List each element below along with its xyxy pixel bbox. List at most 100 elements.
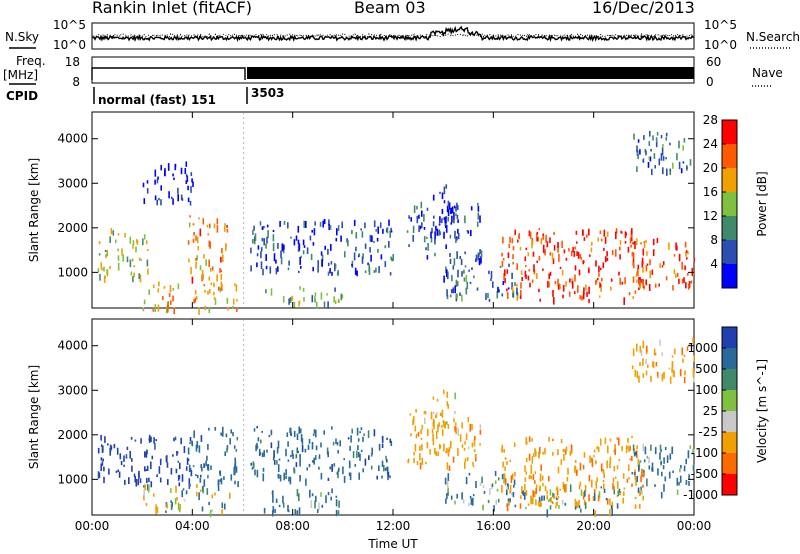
data-cell — [448, 447, 451, 453]
data-cell — [133, 272, 135, 277]
data-cell — [134, 476, 136, 483]
data-cell — [196, 236, 199, 244]
data-cell — [683, 376, 686, 384]
data-cell — [297, 225, 300, 233]
data-cell — [148, 484, 150, 493]
data-cell — [225, 243, 227, 251]
data-cell — [316, 509, 319, 514]
y-tick-label: 3000 — [57, 383, 88, 397]
data-cell — [447, 200, 450, 207]
data-cell — [281, 243, 284, 251]
data-cell — [314, 500, 316, 509]
data-cell — [313, 429, 316, 434]
data-cell — [662, 465, 665, 470]
data-cell — [222, 254, 224, 263]
data-cell — [371, 235, 373, 242]
colorbar-tick-label: -1000 — [683, 488, 718, 502]
data-cell — [232, 431, 234, 437]
data-cell — [236, 436, 239, 441]
data-cell — [512, 262, 514, 265]
data-cell — [646, 345, 648, 353]
data-cell — [125, 454, 128, 457]
data-cell — [453, 219, 455, 224]
data-cell — [560, 439, 563, 444]
data-cell — [473, 449, 476, 452]
nave-label: Nave — [752, 66, 783, 80]
data-cell — [538, 255, 541, 261]
colorbar-tick-label: 100 — [695, 383, 718, 397]
data-cell — [121, 248, 123, 256]
data-cell — [384, 261, 387, 268]
data-cell — [544, 447, 546, 455]
data-cell — [177, 187, 179, 194]
data-cell — [640, 349, 643, 356]
data-cell — [529, 475, 531, 478]
data-cell — [447, 424, 450, 429]
x-tick-label: 12:00 — [376, 519, 411, 533]
data-cell — [173, 437, 175, 442]
data-cell — [457, 428, 459, 436]
data-cell — [290, 432, 293, 437]
data-cell — [113, 443, 116, 449]
data-cell — [642, 474, 644, 478]
data-cell — [187, 458, 190, 461]
data-cell — [504, 478, 507, 486]
data-cell — [548, 499, 550, 502]
data-cell — [578, 505, 581, 509]
data-cell — [155, 439, 157, 442]
data-cell — [455, 279, 458, 287]
data-cell — [461, 444, 464, 448]
colorbar-swatch — [722, 240, 737, 264]
data-cell — [665, 276, 668, 281]
data-cell — [456, 251, 458, 259]
data-cell — [386, 227, 389, 234]
data-cell — [519, 495, 522, 500]
data-cell — [616, 503, 619, 509]
data-cell — [528, 453, 531, 461]
data-cell — [687, 450, 690, 459]
data-cell — [142, 485, 145, 488]
data-cell — [340, 235, 342, 242]
data-cell — [313, 457, 315, 465]
y-tick-label: 3000 — [57, 176, 88, 190]
data-cell — [634, 496, 637, 500]
data-cell — [507, 483, 509, 490]
data-cell — [511, 238, 514, 244]
data-cell — [272, 456, 275, 461]
data-cell — [229, 438, 231, 445]
data-cell — [425, 247, 427, 251]
data-cell — [602, 479, 605, 483]
data-cell — [558, 253, 560, 262]
data-cell — [270, 288, 273, 296]
data-cell — [272, 490, 274, 497]
data-cell — [256, 262, 258, 268]
data-cell — [660, 460, 662, 465]
data-cell — [580, 257, 583, 260]
data-cell — [153, 493, 155, 497]
data-cell — [584, 484, 587, 492]
data-cell — [389, 475, 391, 479]
data-cell — [140, 258, 142, 261]
data-cell — [387, 471, 390, 477]
data-cell — [349, 472, 352, 481]
data-cell — [638, 279, 641, 287]
data-cell — [629, 237, 632, 244]
data-cell — [266, 236, 268, 244]
data-cell — [165, 455, 168, 462]
data-cell — [222, 426, 224, 435]
data-cell — [314, 221, 316, 226]
data-cell — [472, 494, 475, 497]
data-cell — [616, 437, 619, 440]
data-cell — [197, 474, 199, 479]
data-cell — [338, 500, 340, 508]
data-cell — [588, 228, 590, 236]
data-cell — [520, 282, 522, 289]
data-cell — [439, 412, 442, 417]
data-cell — [534, 448, 536, 453]
data-cell — [660, 135, 663, 139]
colorbar-tick-label: 16 — [703, 185, 718, 199]
data-cell — [199, 228, 202, 237]
data-cell — [574, 246, 576, 250]
data-cell — [125, 456, 128, 459]
